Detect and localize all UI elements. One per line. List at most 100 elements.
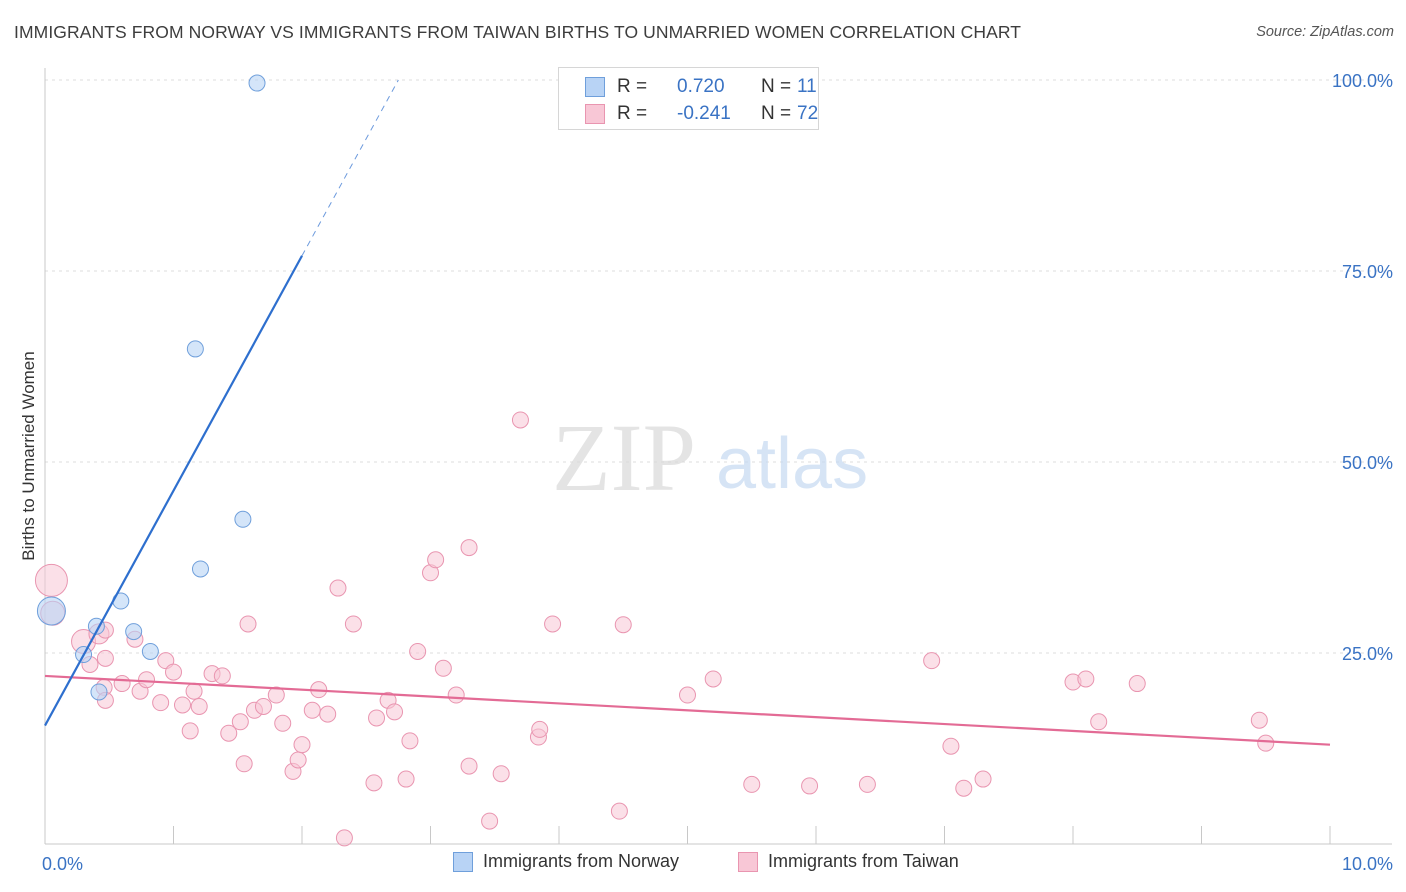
taiwan-point: [1077, 670, 1095, 688]
taiwan-point: [942, 737, 960, 755]
trend-layer: [44, 79, 1331, 746]
taiwan-point: [220, 724, 238, 742]
norway-point: [125, 623, 143, 641]
source-label: Source: ZipAtlas.com: [1256, 24, 1394, 40]
x-tick-label: 0.0%: [42, 854, 83, 874]
taiwan-point: [704, 670, 722, 688]
taiwan-point: [344, 615, 362, 633]
watermark-zip: ZIP: [552, 404, 696, 511]
grid-layer: [45, 79, 1392, 654]
taiwan-point: [386, 703, 404, 721]
taiwan-point: [274, 714, 292, 732]
y-tick-label: 75.0%: [1342, 262, 1393, 282]
watermark: ZIP atlas: [552, 404, 868, 511]
taiwan-point: [743, 775, 761, 793]
taiwan-point: [289, 751, 307, 769]
taiwan-point: [801, 777, 819, 795]
taiwan-point: [113, 675, 131, 693]
norway-point: [248, 74, 266, 92]
taiwan-point: [1128, 675, 1146, 693]
taiwan-point: [303, 701, 321, 719]
taiwan-point: [409, 642, 427, 660]
taiwan-point: [1257, 734, 1275, 752]
taiwan-n-label: N =: [761, 103, 792, 124]
norway-trend-extension: [301, 79, 399, 256]
taiwan-point: [481, 812, 499, 830]
taiwan-point: [974, 770, 992, 788]
taiwan-point: [173, 696, 191, 714]
taiwan-point: [165, 663, 182, 681]
taiwan-point: [293, 736, 311, 754]
norway-points: [36, 74, 266, 701]
axis-layer: [44, 68, 1392, 845]
norway-point: [234, 510, 252, 528]
taiwan-point: [397, 770, 415, 788]
taiwan-point: [1090, 713, 1108, 731]
taiwan-trend-line: [44, 674, 1331, 746]
taiwan-r-value: -0.241: [677, 103, 731, 124]
taiwan-point: [1250, 711, 1268, 729]
taiwan-point: [254, 697, 272, 715]
taiwan-point: [955, 779, 973, 797]
norway-point: [186, 340, 204, 358]
tick-labels: 25.0% 50.0% 75.0% 100.0% 0.0% 10.0%: [42, 71, 1393, 874]
taiwan-point: [319, 705, 337, 723]
taiwan-point: [190, 697, 208, 715]
bottom-legend: Immigrants from Norway Immigrants from T…: [0, 851, 1406, 879]
taiwan-point: [335, 829, 353, 847]
legend-norway-swatch: [453, 851, 473, 872]
legend-item-norway[interactable]: Immigrants from Norway: [453, 851, 679, 872]
legend-taiwan-label: Immigrants from Taiwan: [768, 851, 959, 871]
taiwan-point: [401, 732, 419, 750]
taiwan-point: [679, 686, 696, 704]
taiwan-point: [231, 713, 249, 731]
watermark-atlas: atlas: [716, 424, 868, 504]
taiwan-point: [447, 686, 465, 704]
taiwan-point: [96, 649, 114, 667]
norway-trend-line: [44, 255, 303, 727]
taiwan-point: [858, 775, 876, 793]
taiwan-point: [152, 694, 170, 712]
y-tick-label: 50.0%: [1342, 453, 1393, 473]
taiwan-point: [34, 563, 68, 597]
x-tick-label: 10.0%: [1342, 854, 1393, 874]
norway-n-label: N =: [761, 76, 792, 97]
taiwan-point: [329, 579, 347, 597]
norway-point: [191, 560, 209, 578]
taiwan-point: [460, 539, 478, 557]
taiwan-point: [434, 659, 452, 677]
taiwan-point: [427, 551, 445, 569]
taiwan-point: [610, 802, 628, 820]
chart-title: IMMIGRANTS FROM NORWAY VS IMMIGRANTS FRO…: [14, 22, 1022, 42]
legend-taiwan-swatch: [738, 851, 758, 872]
y-axis-label: Births to Unmarried Women: [19, 351, 38, 560]
taiwan-point: [181, 722, 199, 740]
norway-point: [90, 683, 108, 701]
norway-point: [141, 642, 159, 660]
norway-swatch: [585, 77, 605, 97]
taiwan-point: [544, 615, 562, 633]
taiwan-swatch: [585, 104, 605, 124]
taiwan-point: [492, 765, 510, 783]
taiwan-n-value: 72: [797, 103, 819, 124]
taiwan-point: [923, 652, 941, 670]
y-tick-label: 100.0%: [1332, 71, 1393, 91]
norway-n-value: 11: [797, 76, 817, 97]
norway-point: [36, 596, 66, 626]
taiwan-point: [213, 667, 231, 685]
taiwan-point: [511, 411, 529, 429]
y-tick-label: 25.0%: [1342, 644, 1393, 664]
legend-norway-label: Immigrants from Norway: [483, 851, 680, 871]
legend-item-taiwan[interactable]: Immigrants from Taiwan: [738, 851, 959, 872]
taiwan-point: [235, 755, 253, 773]
taiwan-point: [368, 709, 386, 727]
taiwan-point: [185, 682, 203, 700]
taiwan-point: [460, 757, 478, 775]
taiwan-point: [531, 720, 549, 738]
taiwan-point: [138, 671, 156, 689]
norway-r-label: R =: [617, 76, 648, 97]
taiwan-point: [239, 615, 257, 633]
taiwan-r-label: R =: [617, 103, 648, 124]
norway-r-value: 0.720: [677, 76, 725, 97]
